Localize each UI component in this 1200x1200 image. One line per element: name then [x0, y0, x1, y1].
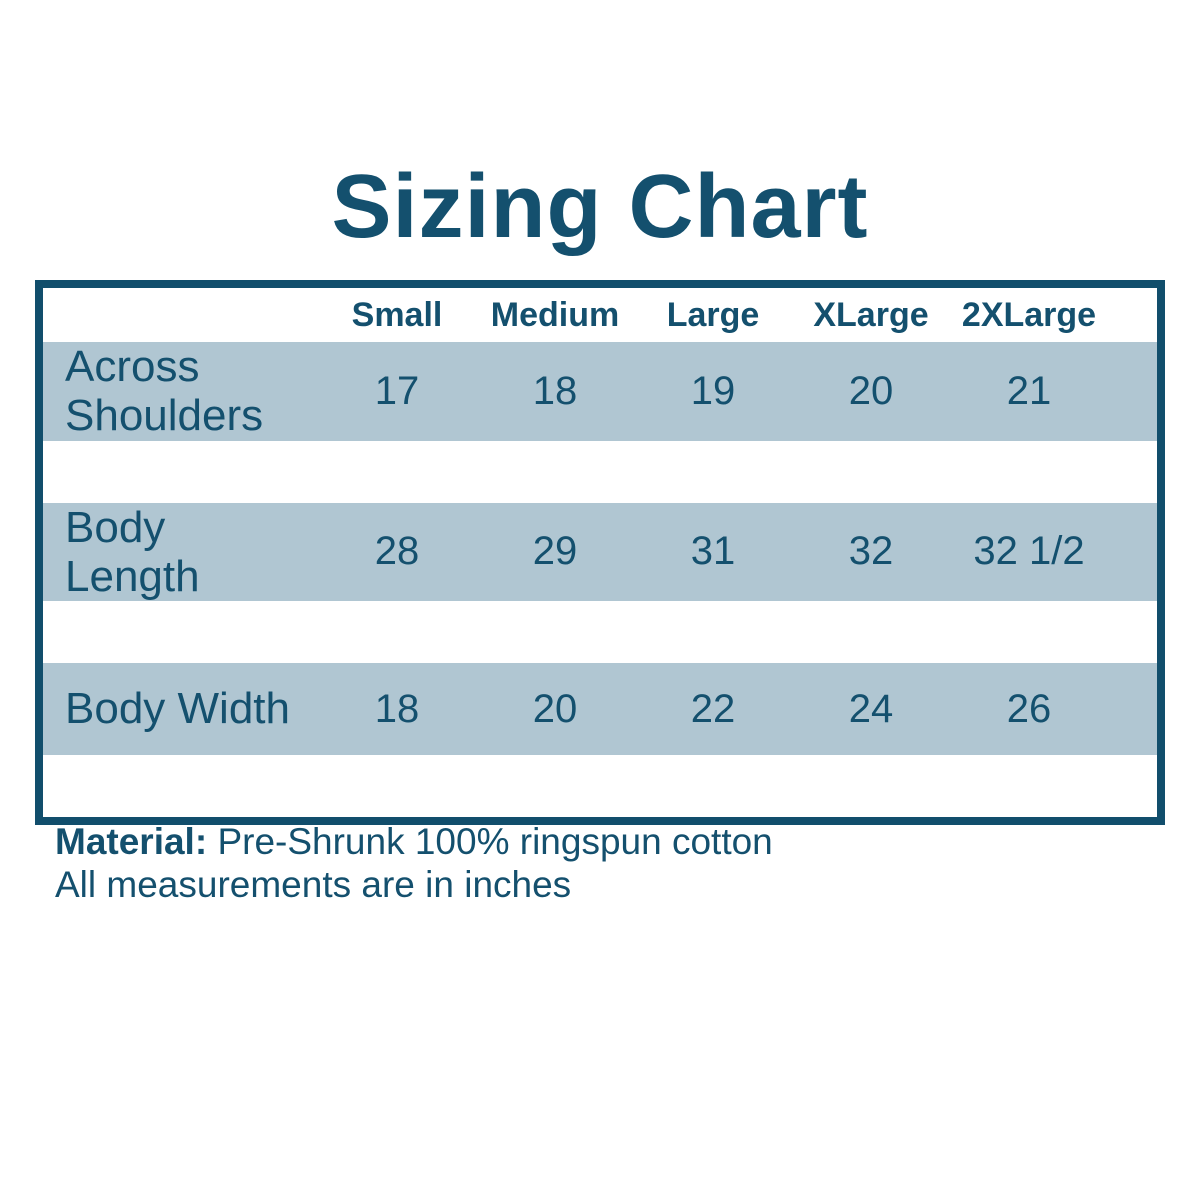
cell-value: 26	[950, 663, 1108, 756]
cell-value: 28	[318, 502, 476, 602]
table-row-body-length: Body Length 28 29 31 32 32 1/2	[43, 502, 1157, 602]
material-label: Material:	[55, 821, 208, 862]
column-header-xlarge: XLarge	[792, 288, 950, 342]
cell-value: 18	[476, 342, 634, 441]
column-header-large: Large	[634, 288, 792, 342]
column-header-small: Small	[318, 288, 476, 342]
material-value: Pre-Shrunk 100% ringspun cotton	[217, 821, 773, 862]
spacer-row	[43, 755, 1157, 818]
header-spacer-cell	[1108, 288, 1157, 342]
cell-value: 20	[792, 342, 950, 441]
material-line: Material: Pre-Shrunk 100% ringspun cotto…	[55, 820, 773, 863]
cell-value: 32 1/2	[950, 502, 1108, 602]
cell-value: 22	[634, 663, 792, 756]
row-spacer-cell	[1108, 502, 1157, 602]
spacer-row	[43, 601, 1157, 664]
table-row-body-width: Body Width 18 20 22 24 26	[43, 663, 1157, 756]
cell-value: 18	[318, 663, 476, 756]
sizing-table: Small Medium Large XLarge 2XLarge Across…	[35, 280, 1165, 826]
row-label: Body Width	[43, 663, 318, 756]
cell-value: 29	[476, 502, 634, 602]
cell-value: 24	[792, 663, 950, 756]
units-note: All measurements are in inches	[55, 864, 572, 906]
cell-value: 21	[950, 342, 1108, 441]
cell-value: 19	[634, 342, 792, 441]
table-row-across-shoulders: Across Shoulders 17 18 19 20 21	[43, 342, 1157, 441]
row-label: Body Length	[43, 502, 318, 602]
column-header-2xlarge: 2XLarge	[950, 288, 1108, 342]
cell-value: 32	[792, 502, 950, 602]
size-header-row: Small Medium Large XLarge 2XLarge	[43, 288, 1157, 342]
spacer-row	[43, 440, 1157, 503]
footer-notes: Material: Pre-Shrunk 100% ringspun cotto…	[55, 820, 773, 907]
row-spacer-cell	[1108, 663, 1157, 756]
cell-value: 31	[634, 502, 792, 602]
column-header-medium: Medium	[476, 288, 634, 342]
page-title: Sizing Chart	[331, 157, 869, 257]
cell-value: 20	[476, 663, 634, 756]
row-label: Across Shoulders	[43, 342, 318, 441]
corner-cell	[43, 288, 318, 342]
row-spacer-cell	[1108, 342, 1157, 441]
cell-value: 17	[318, 342, 476, 441]
